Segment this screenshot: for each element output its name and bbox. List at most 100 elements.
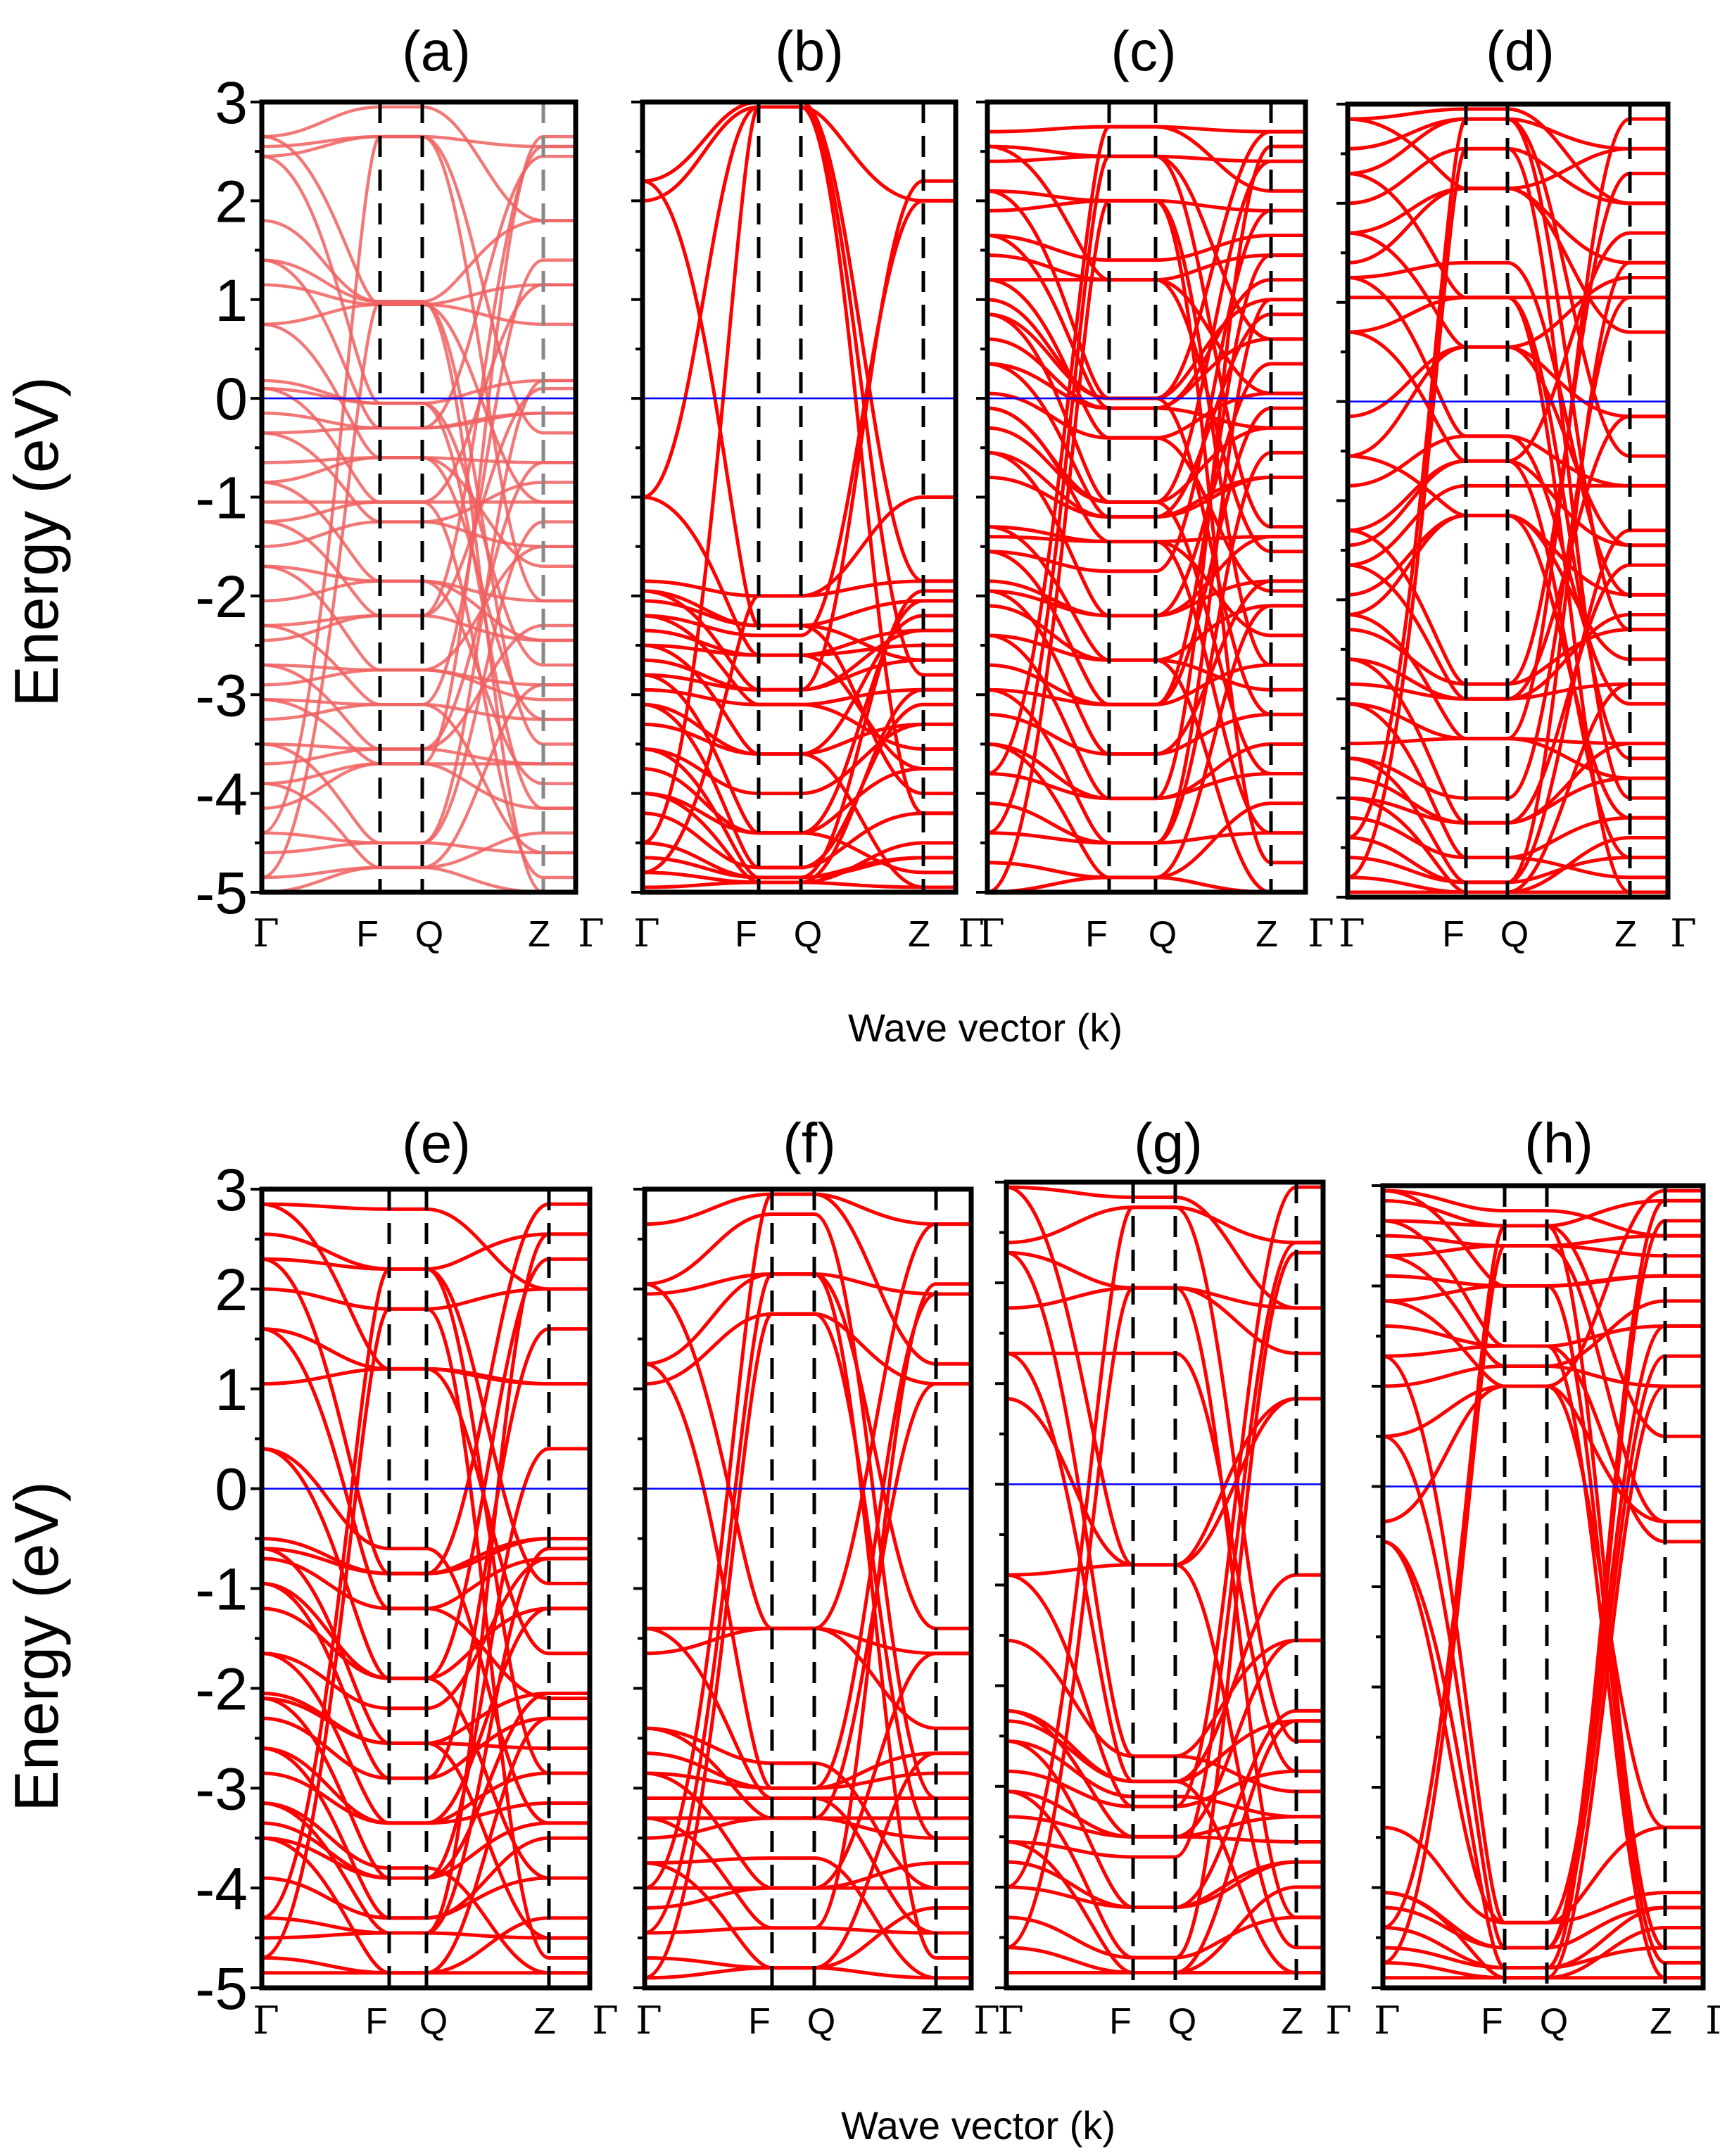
k-point-label: Γ [997,1998,1023,2043]
band-line [262,461,576,751]
band-line [645,1751,971,1970]
band-line [262,154,576,430]
band-line [1348,117,1668,839]
band-line [262,1232,590,1585]
band-line [645,1626,971,1800]
y-tick-label-bottom-7: -4 [195,1856,248,1922]
k-point-label: Γ [1339,911,1365,956]
k-point-label: F [748,2001,771,2042]
y-tick-label-bottom-3: 0 [215,1457,248,1523]
panel-c: (c)Γ F Q Z Γ [976,20,1334,956]
band-line [987,406,1305,776]
band-line [1348,260,1668,884]
band-lines [987,125,1305,892]
band-line [1006,1205,1323,1889]
k-point-label: F [1085,914,1108,955]
band-line [645,1312,971,1980]
k-point-label: F [735,914,757,955]
band-line [645,1212,971,1800]
band-line [262,1691,590,1880]
band-line [1006,1205,1323,1743]
band-line [1383,1324,1703,1544]
k-point-label: Z [1650,2001,1672,2042]
band-line [1006,1250,1323,1920]
k-point-label: F [356,914,379,955]
y-tick-label-top-6: -3 [195,662,248,728]
k-point-label: Γ [958,911,984,956]
y-tick-label-top-2: 1 [215,267,248,334]
band-line [1006,1286,1323,1950]
k-point-label: Q [1149,914,1177,955]
k-point-label: Q [1168,2001,1196,2042]
band-line [643,643,956,771]
k-point-label: Z [1281,2001,1303,2042]
band-line [1383,1274,1703,1965]
band-line [987,535,1305,835]
band-line [262,1287,590,1960]
panel-title: (d) [1486,20,1555,82]
band-line [262,1257,590,1680]
band-line [1348,296,1668,800]
band-line [1383,1384,1703,1830]
band-line [643,841,956,880]
band-line [1383,1324,1703,1924]
band-line [987,154,1305,529]
band-line [262,1366,590,1656]
k-point-label: Q [794,914,822,955]
k-point-label: Z [1256,914,1278,955]
panel-title: (a) [402,20,471,82]
band-line [1006,1185,1323,1310]
band-line [262,1447,590,1825]
band-line [987,298,1305,845]
y-tick-label-top-5: -2 [195,564,248,630]
k-point-label: Γ [973,1998,999,2043]
band-line [645,1362,971,1790]
band-line [1383,1198,1703,1929]
k-point-label: Z [1614,914,1637,955]
band-line [645,1651,971,1890]
band-line [1348,107,1668,205]
k-point-label: Q [807,2001,835,2042]
band-line [262,1547,590,1940]
band-line [262,456,576,569]
k-point-label: Γ [578,911,604,956]
k-point-label: Γ [633,911,659,956]
band-line [262,379,576,667]
y-tick-label-bottom-8: -5 [195,1955,248,2022]
k-point-label: F [1442,914,1465,955]
band-line [1383,1540,1703,1970]
k-point-label: Q [419,2001,448,2042]
band-line [1006,1250,1323,1960]
band-line [1006,1185,1323,1567]
k-point-label: Γ [1374,1998,1400,2043]
band-line [262,134,576,835]
band-line [1006,1739,1323,1909]
y-tick-label-top-1: 2 [215,168,248,234]
band-line [262,1716,590,1975]
band-line [262,1257,590,1775]
panel-d: (d)Γ F Q Z Γ [1336,20,1697,956]
band-line [1006,1719,1323,1975]
band-line [645,1382,971,1820]
band-line [987,125,1305,776]
band-line [987,144,1305,341]
band-line [262,386,576,642]
band-line [1348,117,1668,632]
band-line [262,258,576,892]
band-line [262,219,576,880]
band-line [1348,296,1668,894]
y-tick-label-top-3: 0 [215,366,248,432]
band-line [645,1222,971,1630]
band-line [643,105,956,677]
band-line [1383,1354,1703,1924]
band-line [643,105,956,845]
band-line [262,258,576,430]
band-line [643,579,956,875]
band-line [1006,1351,1323,1773]
band-line [987,604,1305,880]
panel-title: (e) [402,1112,471,1174]
band-line [1383,1344,1703,1980]
y-tick-label-top-4: -1 [195,465,248,531]
band-line [262,1327,590,1386]
y-axis-label-bottom: Energy (eV) [1,1481,71,1812]
